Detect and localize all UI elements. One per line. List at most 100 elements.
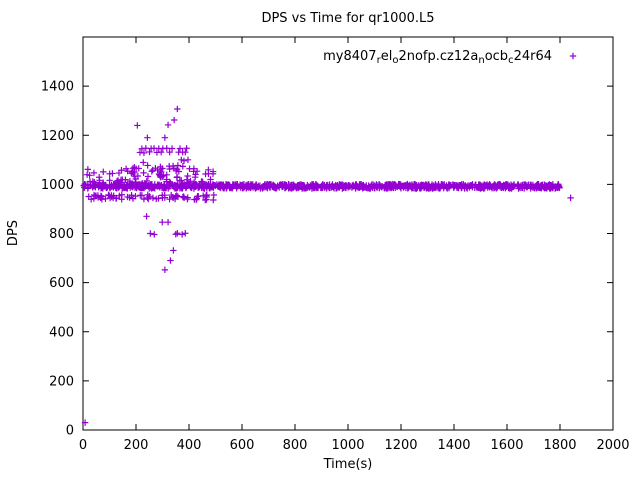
data-point	[143, 213, 150, 220]
band-point	[92, 184, 99, 191]
band-point	[203, 182, 210, 189]
band-point	[198, 184, 206, 192]
data-point	[174, 230, 181, 237]
band-point	[148, 168, 156, 175]
band-point	[356, 181, 363, 188]
band-point	[109, 194, 117, 202]
band-point	[301, 185, 309, 192]
band-point	[241, 184, 248, 191]
data-point	[174, 105, 181, 113]
legend-label: my8407relo2nofp.cz12anocbc24r64	[323, 49, 552, 66]
band-point	[83, 171, 91, 178]
band-point	[173, 165, 181, 173]
band-point	[128, 192, 135, 199]
band-point	[396, 183, 404, 190]
band-point	[173, 174, 181, 181]
band-point	[482, 182, 490, 189]
band-point	[89, 178, 97, 185]
band-point	[192, 171, 199, 178]
data-point	[178, 231, 186, 238]
x-tick-label: 800	[283, 438, 308, 453]
data-point	[567, 194, 574, 202]
y-tick-label: 1400	[41, 80, 74, 95]
band-point	[190, 179, 198, 186]
legend-label-subscript: c	[508, 55, 514, 66]
band-point	[155, 182, 162, 189]
band-point	[140, 169, 147, 177]
band-point	[294, 182, 301, 190]
band-point	[207, 176, 214, 183]
data-point	[159, 219, 166, 226]
band-point	[144, 194, 151, 202]
data-point	[157, 148, 165, 156]
band-point	[445, 183, 453, 190]
y-tick-label: 0	[66, 424, 74, 439]
x-tick-label: 2000	[596, 438, 629, 453]
band-point	[216, 184, 224, 192]
band-point	[247, 180, 255, 188]
band-point	[116, 192, 123, 199]
band-point	[122, 176, 129, 183]
band-point	[184, 179, 191, 186]
band-point	[145, 195, 152, 203]
band-point	[178, 177, 185, 184]
data-point	[147, 230, 154, 237]
band-point	[112, 184, 119, 191]
band-point	[113, 178, 121, 185]
band-point	[105, 191, 112, 199]
data-point	[164, 219, 172, 226]
band-point	[273, 184, 280, 191]
band-point	[118, 167, 125, 174]
band-point	[131, 179, 139, 186]
band-point	[551, 185, 559, 192]
band-point	[186, 165, 193, 172]
band-point	[167, 179, 174, 187]
band-point	[161, 194, 168, 201]
band-point	[132, 175, 139, 183]
y-tick-label: 400	[49, 325, 74, 340]
band-point	[114, 177, 122, 184]
band-point	[368, 183, 376, 191]
band-point	[144, 173, 152, 180]
legend-marker	[569, 52, 577, 60]
band-point	[472, 181, 479, 189]
data-point	[146, 148, 153, 156]
band-point	[110, 180, 117, 188]
band-point	[498, 183, 506, 190]
legend-label-segment: 24r64	[514, 49, 552, 64]
band-point	[102, 195, 109, 203]
data-point	[180, 157, 188, 164]
x-tick-label: 0	[79, 438, 87, 453]
data-point	[151, 231, 158, 238]
band-point	[278, 183, 286, 190]
band-point	[500, 184, 507, 191]
band-point	[129, 195, 137, 202]
band-point	[324, 181, 331, 189]
data-point	[140, 149, 148, 157]
band-point	[173, 185, 180, 192]
band-point	[153, 195, 160, 203]
data-point	[168, 145, 176, 152]
band-point	[209, 170, 217, 177]
band-point	[527, 181, 534, 189]
band-point	[179, 163, 186, 170]
x-tick-label: 1200	[384, 438, 417, 453]
band-point	[87, 182, 95, 190]
band-point	[129, 165, 137, 172]
band-point	[424, 181, 432, 188]
band-point	[183, 176, 191, 183]
band-point	[171, 195, 179, 203]
data-point	[176, 145, 184, 152]
band-point	[126, 177, 134, 185]
band-point	[165, 162, 173, 170]
band-point	[180, 193, 187, 200]
band-point	[118, 179, 125, 186]
band-point	[122, 165, 130, 172]
y-tick-label: 600	[49, 276, 74, 291]
x-tick-label: 1400	[437, 438, 470, 453]
band-point	[288, 185, 295, 192]
band-point	[98, 193, 105, 200]
band-point	[386, 180, 394, 188]
